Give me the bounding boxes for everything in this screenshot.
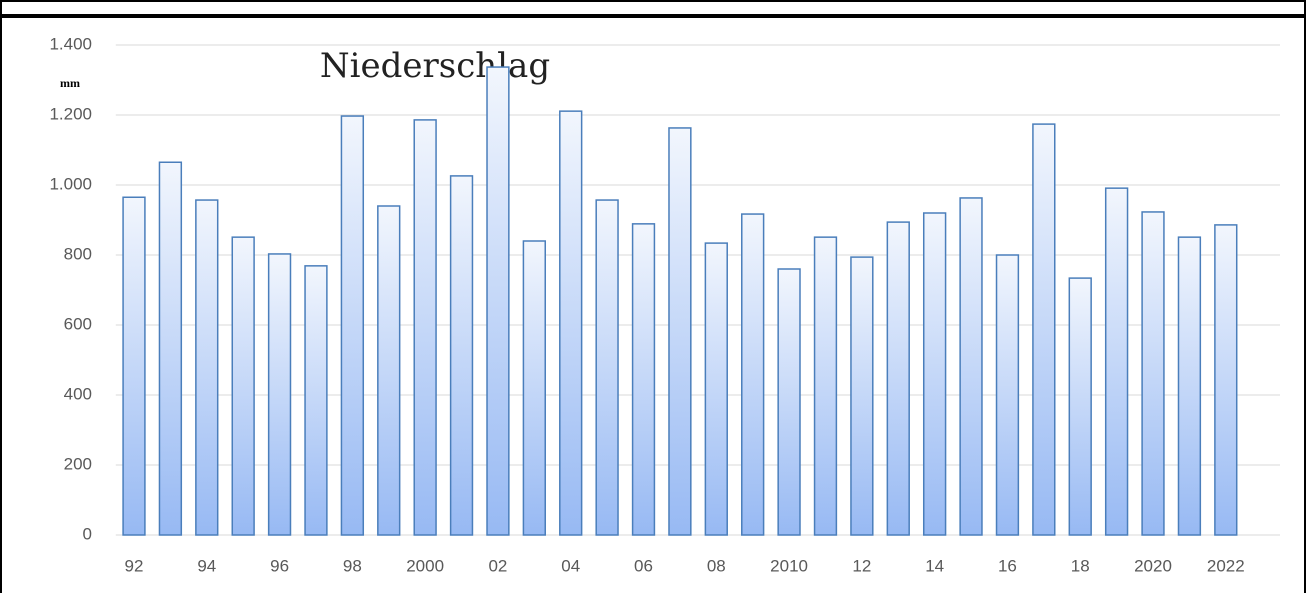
bar xyxy=(922,212,947,536)
bar xyxy=(122,196,146,536)
top-frame xyxy=(0,0,1306,16)
bar xyxy=(449,175,474,536)
x-tick-label: 04 xyxy=(561,556,580,575)
bar xyxy=(704,242,728,536)
y-tick-label: 800 xyxy=(64,244,92,263)
x-tick-label: 2020 xyxy=(1134,556,1172,575)
bar xyxy=(1141,211,1165,536)
x-tick-label: 18 xyxy=(1071,556,1090,575)
y-tick-label: 1.000 xyxy=(49,174,92,193)
x-tick-label: 16 xyxy=(998,556,1017,575)
chart-frame xyxy=(0,16,1306,593)
x-tick-label: 98 xyxy=(343,556,362,575)
bar xyxy=(304,265,328,536)
bar xyxy=(486,66,510,536)
chart-title: Niederschlag xyxy=(320,46,550,86)
bar xyxy=(340,115,365,536)
x-tick-label: 08 xyxy=(707,556,726,575)
bar xyxy=(668,127,692,536)
bar xyxy=(158,161,183,536)
bar xyxy=(1177,236,1202,536)
bar xyxy=(959,197,983,536)
bar xyxy=(995,254,1020,536)
x-tick-label: 2000 xyxy=(406,556,444,575)
x-tick-label: 02 xyxy=(488,556,507,575)
bar xyxy=(777,268,801,536)
bar xyxy=(595,199,619,536)
y-tick-label: 200 xyxy=(64,454,92,473)
x-tick-label: 14 xyxy=(925,556,944,575)
y-tick-label: 1.400 xyxy=(49,34,92,53)
x-tick-label: 2010 xyxy=(770,556,808,575)
bar xyxy=(1068,277,1092,536)
bar xyxy=(1032,123,1056,536)
bar xyxy=(413,119,437,536)
bar xyxy=(741,213,765,536)
bar xyxy=(195,199,219,536)
bar xyxy=(267,253,292,536)
bar xyxy=(1214,224,1238,536)
bar xyxy=(631,223,656,536)
bar xyxy=(1104,187,1129,536)
x-tick-label: 94 xyxy=(197,556,216,575)
y-tick-label: 600 xyxy=(64,314,92,333)
x-tick-label: 92 xyxy=(125,556,144,575)
x-tick-label: 96 xyxy=(270,556,289,575)
bar xyxy=(377,205,401,536)
x-tick-label: 06 xyxy=(634,556,653,575)
bar xyxy=(886,221,910,536)
y-tick-label: 1.200 xyxy=(49,104,92,123)
y-axis-label: mm xyxy=(60,76,80,90)
bar xyxy=(231,236,255,536)
y-tick-label: 400 xyxy=(64,384,92,403)
bar xyxy=(522,240,546,536)
x-tick-label: 12 xyxy=(852,556,871,575)
x-tick-label: 2022 xyxy=(1207,556,1245,575)
bar xyxy=(850,256,874,536)
bar xyxy=(559,110,583,536)
bar xyxy=(813,236,838,536)
y-tick-label: 0 xyxy=(83,524,92,543)
